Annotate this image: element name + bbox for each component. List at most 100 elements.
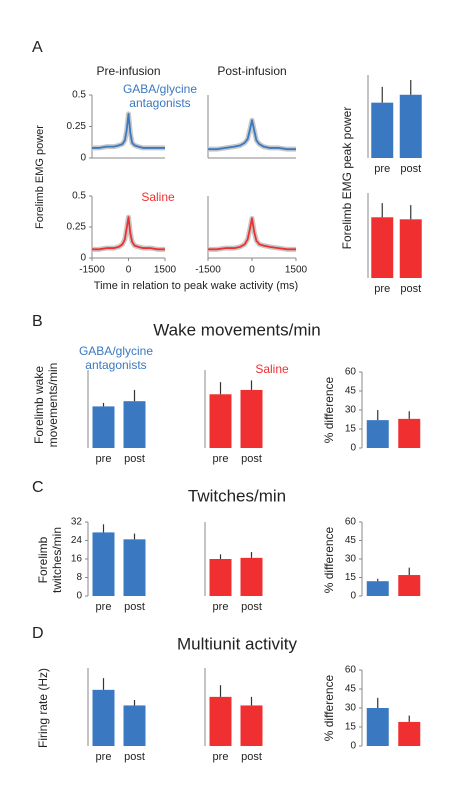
y-axis-label: movements/min [46, 363, 60, 448]
x-tick-label: post [124, 601, 145, 613]
trace [92, 113, 165, 149]
y-axis-label: twitches/min [50, 527, 64, 593]
bar [399, 219, 422, 278]
panel-label: C [32, 479, 44, 496]
x-tick-label: pre [96, 601, 112, 613]
y-axis-label: Forelimb EMG power [34, 125, 46, 229]
y-tick-label: 45 [345, 535, 357, 546]
bar [123, 539, 146, 596]
bar [209, 559, 232, 596]
bar [123, 705, 146, 746]
y-tick-label: 45 [345, 684, 357, 695]
y-tick-label: 0.5 [72, 191, 86, 202]
bar [240, 557, 263, 596]
y-tick-label: 24 [71, 535, 83, 546]
y-tick-label: 0.25 [67, 222, 87, 233]
section-title: Multiunit activity [177, 634, 297, 653]
y-tick-label: 0 [350, 741, 356, 752]
y-axis-label: Forelimb wake [32, 366, 46, 444]
bar [209, 696, 232, 746]
bar [398, 721, 421, 746]
chart-title: Post-infusion [217, 64, 286, 78]
y-tick-label: 0 [80, 153, 86, 164]
x-tick-label: -1500 [79, 265, 105, 276]
bar [92, 532, 115, 596]
y-axis-label: % difference [322, 674, 336, 741]
y-axis-label: Forelimb EMG peak power [340, 107, 354, 250]
x-tick-label: 1500 [285, 265, 308, 276]
annotation: Saline [255, 362, 289, 376]
x-tick-label: post [124, 751, 145, 763]
bar [240, 389, 263, 448]
x-tick-label: pre [213, 453, 229, 465]
x-tick-label: 0 [249, 265, 255, 276]
panel-label: B [32, 313, 43, 330]
y-tick-label: 8 [76, 572, 82, 583]
y-tick-label: 32 [71, 517, 83, 528]
annotation: GABA/glycine [123, 82, 197, 96]
annotation: antagonists [129, 96, 190, 110]
panel-label: A [32, 39, 43, 56]
annotation: GABA/glycine [79, 344, 153, 358]
y-tick-label: 60 [345, 517, 357, 528]
y-tick-label: 0 [350, 443, 356, 454]
bar [371, 102, 394, 158]
y-axis-label: Firing rate (Hz) [36, 668, 50, 748]
y-tick-label: 30 [345, 405, 357, 416]
bar [92, 689, 115, 746]
bar [209, 394, 232, 448]
x-tick-label: post [241, 453, 262, 465]
y-tick-label: 60 [345, 665, 357, 676]
x-tick-label: pre [96, 751, 112, 763]
section-title: Wake movements/min [153, 320, 321, 339]
y-tick-label: 15 [345, 572, 357, 583]
x-tick-label: pre [213, 601, 229, 613]
y-tick-label: 30 [345, 703, 357, 714]
bar [240, 705, 263, 746]
y-axis-label: % difference [322, 376, 336, 443]
x-tick-label: post [241, 601, 262, 613]
annotation: Saline [141, 190, 175, 204]
y-axis-label: Forelimb [36, 536, 50, 583]
bar [371, 217, 394, 278]
x-tick-label: 0 [126, 265, 132, 276]
x-axis-label: Time in relation to peak wake activity (… [94, 280, 298, 292]
bar [366, 420, 389, 448]
x-tick-label: -1500 [195, 265, 221, 276]
y-tick-label: 15 [345, 424, 357, 435]
y-tick-label: 0.25 [67, 121, 87, 132]
x-tick-label: pre [374, 163, 390, 175]
y-tick-label: 0 [76, 591, 82, 602]
y-tick-label: 0 [80, 253, 86, 264]
error-band [208, 117, 296, 152]
x-tick-label: pre [213, 751, 229, 763]
trace [208, 217, 296, 251]
bar [366, 581, 389, 596]
bar [92, 406, 115, 448]
bar [399, 94, 422, 158]
x-tick-label: 1500 [154, 265, 177, 276]
x-tick-label: post [241, 751, 262, 763]
y-tick-label: 0 [350, 591, 356, 602]
y-tick-label: 15 [345, 722, 357, 733]
section-title: Twitches/min [188, 486, 286, 505]
y-tick-label: 16 [71, 554, 83, 565]
bar [398, 418, 421, 448]
bar [366, 708, 389, 746]
chart-title: Pre-infusion [96, 64, 160, 78]
y-tick-label: 30 [345, 554, 357, 565]
y-tick-label: 0.5 [72, 90, 86, 101]
y-tick-label: 60 [345, 367, 357, 378]
y-axis-label: % difference [322, 526, 336, 593]
x-tick-label: pre [96, 453, 112, 465]
trace [92, 216, 165, 251]
bar [398, 575, 421, 596]
y-tick-label: 45 [345, 386, 357, 397]
panel-label: D [32, 625, 44, 642]
x-tick-label: post [400, 163, 421, 175]
trace [208, 119, 296, 151]
x-tick-label: post [124, 453, 145, 465]
bar [123, 401, 146, 448]
x-tick-label: pre [374, 283, 390, 295]
